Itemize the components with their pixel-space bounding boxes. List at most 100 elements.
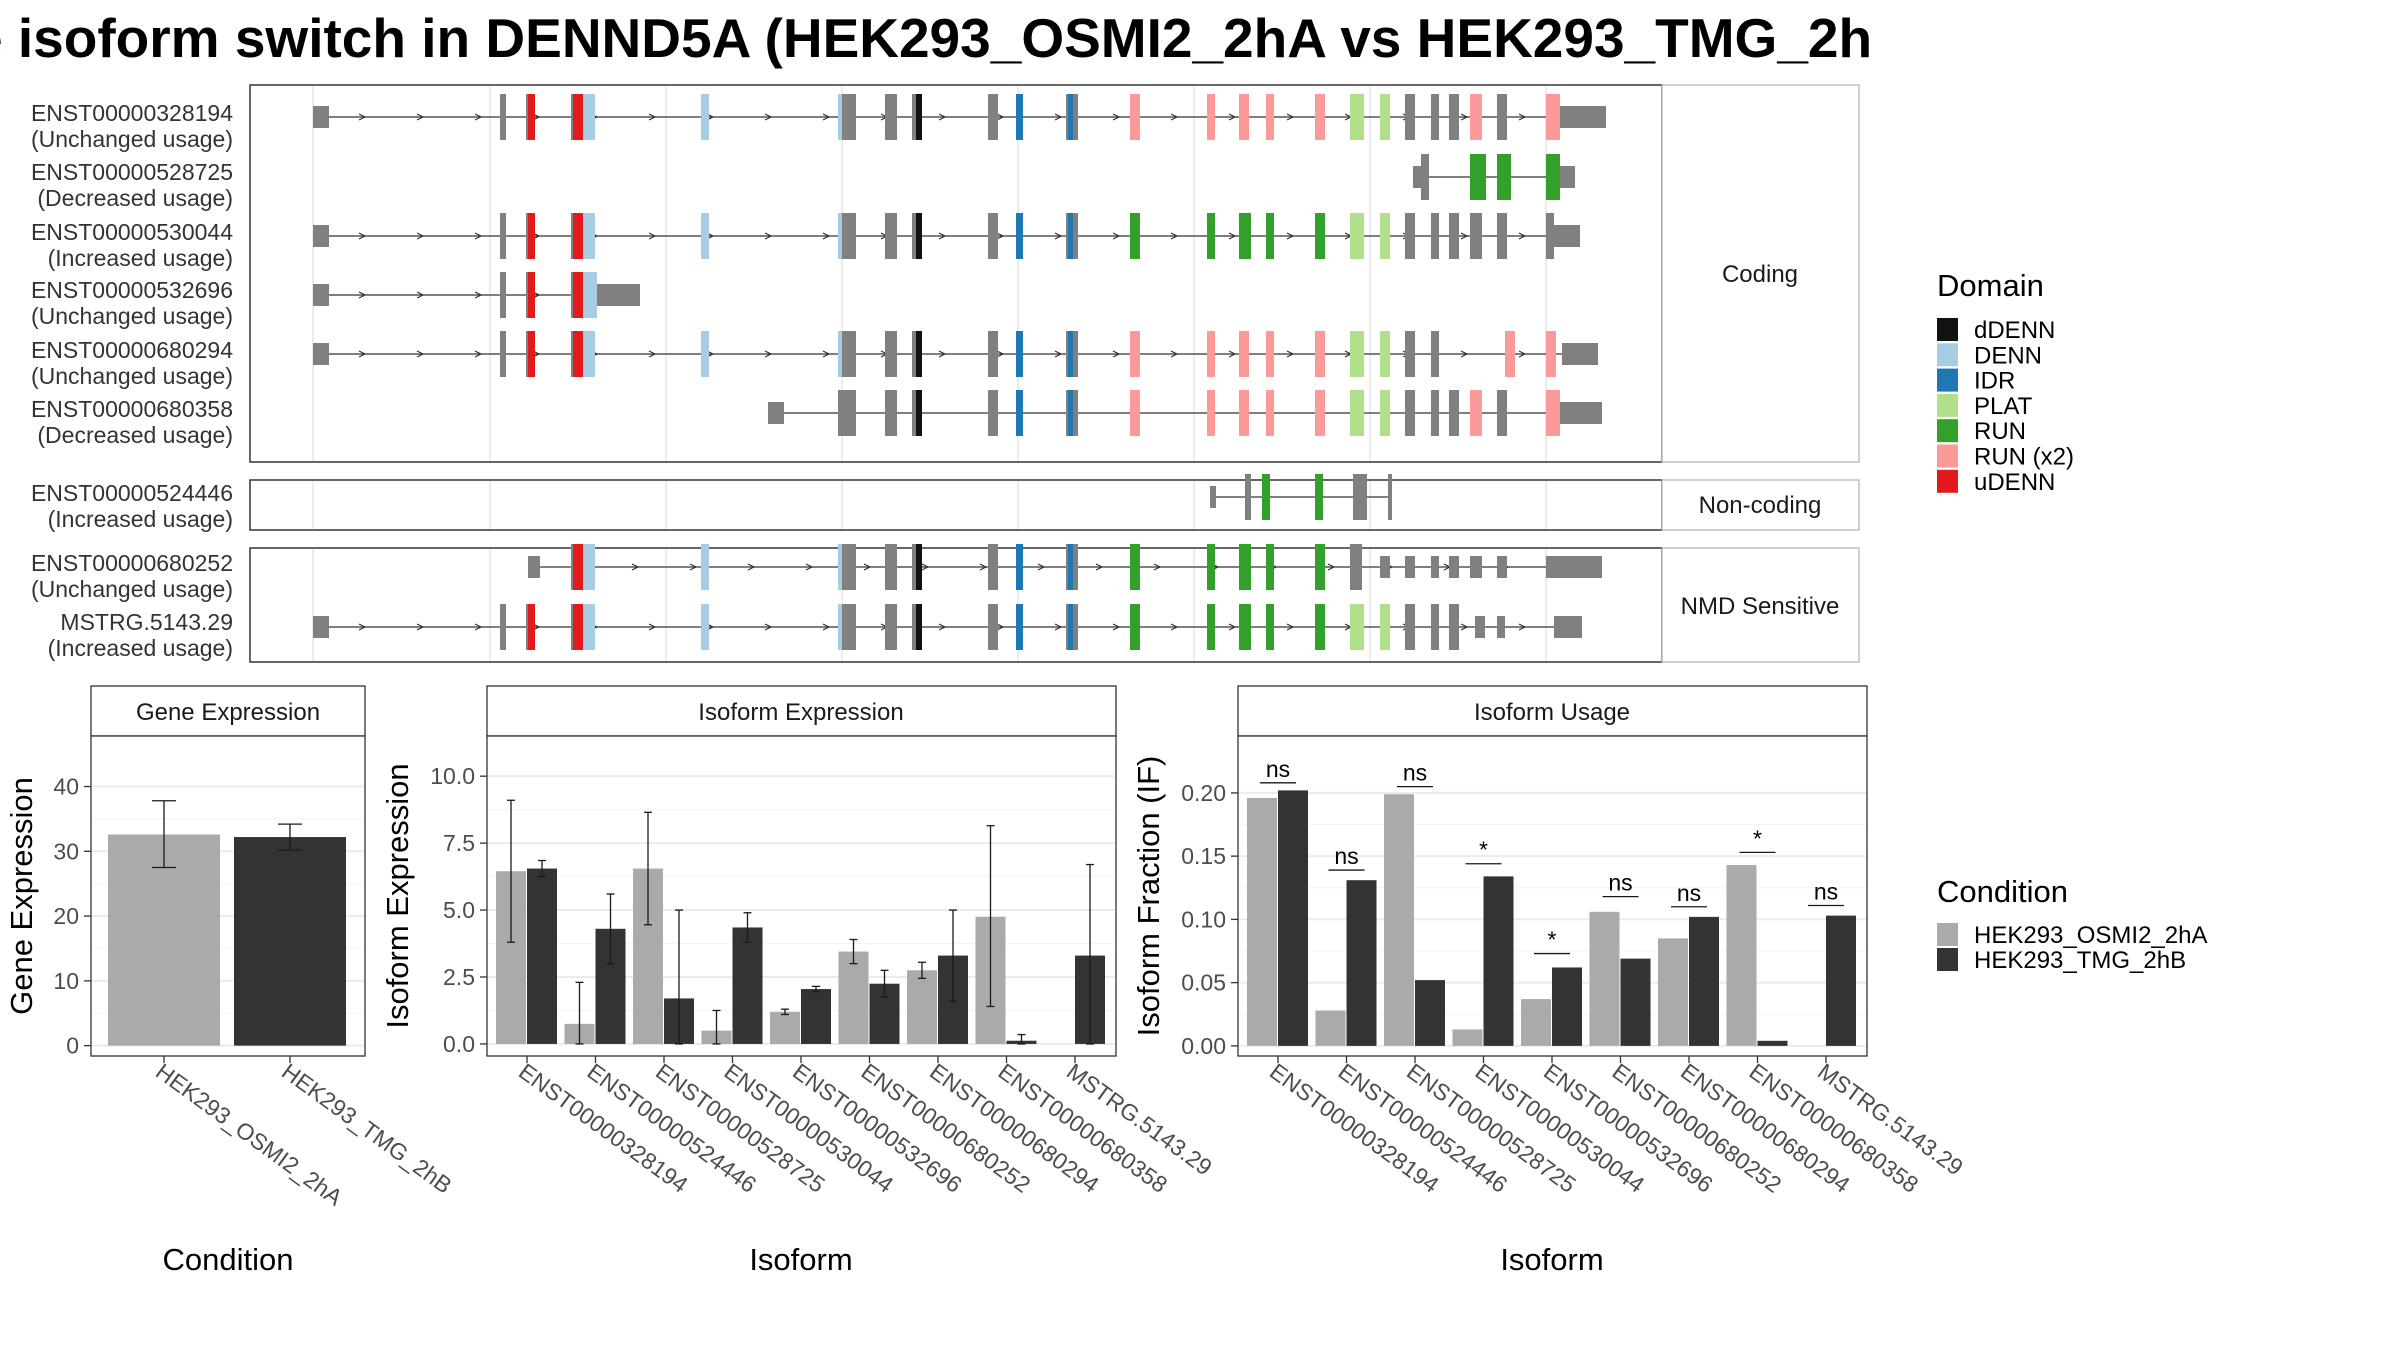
exon xyxy=(916,544,922,590)
exon xyxy=(1470,213,1482,259)
legend-key-osmi xyxy=(1937,923,1958,946)
exon xyxy=(1380,213,1390,259)
exon xyxy=(1239,604,1251,650)
strand-arrow xyxy=(1054,113,1063,121)
strand-arrow xyxy=(1095,563,1104,571)
strand-arrow xyxy=(1460,350,1469,358)
exon xyxy=(1380,604,1390,650)
exon xyxy=(1449,390,1459,436)
bar xyxy=(234,837,346,1046)
strand-arrow xyxy=(938,623,947,631)
isoform-track xyxy=(528,544,1602,590)
domain-legend-key xyxy=(1937,343,1958,367)
exon xyxy=(885,331,897,377)
exon xyxy=(313,284,329,306)
condition-legend-title: Condition xyxy=(1937,874,2068,909)
exon xyxy=(1350,331,1364,377)
strand-arrow xyxy=(1518,623,1527,631)
exon xyxy=(1350,390,1364,436)
isoform-usage-panel: Isoform Usage ns ns ns * * ns ns * ns 0.00 0.05 0.… xyxy=(1131,685,1968,1277)
exon xyxy=(1431,604,1439,650)
noncoding-strip-label: Non-coding xyxy=(1699,492,1822,519)
isoexp-x-axis-title: Isoform xyxy=(749,1242,852,1277)
significance-label: * xyxy=(1753,825,1762,851)
exon xyxy=(1266,331,1274,377)
isoform-usage-label: (Increased usage) xyxy=(48,635,233,661)
isoform-id-label: ENST00000680294 xyxy=(31,337,233,363)
exon xyxy=(1239,544,1251,590)
strand-arrow xyxy=(416,623,425,631)
exon xyxy=(1405,390,1415,436)
exon xyxy=(1560,166,1575,188)
legend-key-tmg xyxy=(1937,948,1958,971)
bar xyxy=(907,970,937,1044)
strand-arrow xyxy=(938,232,947,240)
strand-arrow xyxy=(1460,623,1469,631)
exon xyxy=(573,94,583,140)
strand-arrow xyxy=(474,232,483,240)
isoform-track xyxy=(1413,154,1575,200)
exon xyxy=(313,343,329,365)
strand-arrow xyxy=(631,563,640,571)
y-tick-label: 0 xyxy=(66,1033,79,1059)
exon xyxy=(1353,474,1367,520)
exon xyxy=(1405,556,1415,578)
domain-legend-label: RUN xyxy=(1974,418,2026,445)
exon xyxy=(313,106,329,128)
exon xyxy=(1262,474,1270,520)
bar xyxy=(838,951,869,1044)
exon xyxy=(1405,604,1415,650)
strand-arrow xyxy=(764,113,773,121)
exon xyxy=(842,544,856,590)
legend-label-osmi: HEK293_OSMI2_2hA xyxy=(1974,922,2207,949)
bar xyxy=(1552,967,1582,1046)
exon xyxy=(885,213,897,259)
exon xyxy=(988,94,998,140)
legend-label-tmg: HEK293_TMG_2hB xyxy=(1974,947,2186,974)
y-tick-label: 0.20 xyxy=(1181,780,1226,806)
exon xyxy=(1421,154,1429,200)
isoform-track xyxy=(313,604,1582,650)
exon xyxy=(1380,390,1390,436)
isoform-track xyxy=(768,390,1602,436)
y-tick-label: 2.5 xyxy=(443,964,475,990)
exon xyxy=(838,331,844,377)
strand-arrow xyxy=(863,563,872,571)
strand-arrow xyxy=(1228,113,1237,121)
exon xyxy=(842,604,856,650)
isoform-expression-panel: Isoform Expression 0.02.55.07.510.0ENST0… xyxy=(380,685,1217,1277)
strand-arrow xyxy=(1054,232,1063,240)
y-tick-label: 30 xyxy=(53,838,79,864)
exon xyxy=(1207,604,1215,650)
exon xyxy=(1431,390,1439,436)
exon xyxy=(1560,402,1602,424)
significance-label: ns xyxy=(1608,870,1632,896)
exon xyxy=(1431,331,1439,377)
strand-arrow xyxy=(1518,232,1527,240)
exon xyxy=(1068,544,1073,590)
bar xyxy=(108,834,220,1046)
strand-arrow xyxy=(358,291,367,299)
bar xyxy=(1452,1029,1483,1046)
exon xyxy=(1470,94,1482,140)
significance-label: ns xyxy=(1677,880,1701,906)
domain-legend-label: DENN xyxy=(1974,342,2042,369)
bar xyxy=(1726,865,1757,1046)
exon xyxy=(885,390,897,436)
y-tick-label: 10 xyxy=(53,968,79,994)
exon xyxy=(988,331,998,377)
bar xyxy=(527,868,557,1044)
bar xyxy=(1826,915,1856,1046)
exon xyxy=(1315,331,1325,377)
bar xyxy=(1483,876,1514,1046)
strand-arrow xyxy=(1054,350,1063,358)
exon xyxy=(988,213,998,259)
y-tick-label: 0.0 xyxy=(443,1031,475,1057)
noncoding-strip xyxy=(1661,479,1860,531)
exon xyxy=(1239,331,1249,377)
exon xyxy=(1266,544,1274,590)
exon xyxy=(1497,154,1511,200)
exon xyxy=(701,213,709,259)
exon xyxy=(701,331,709,377)
exon xyxy=(838,213,844,259)
